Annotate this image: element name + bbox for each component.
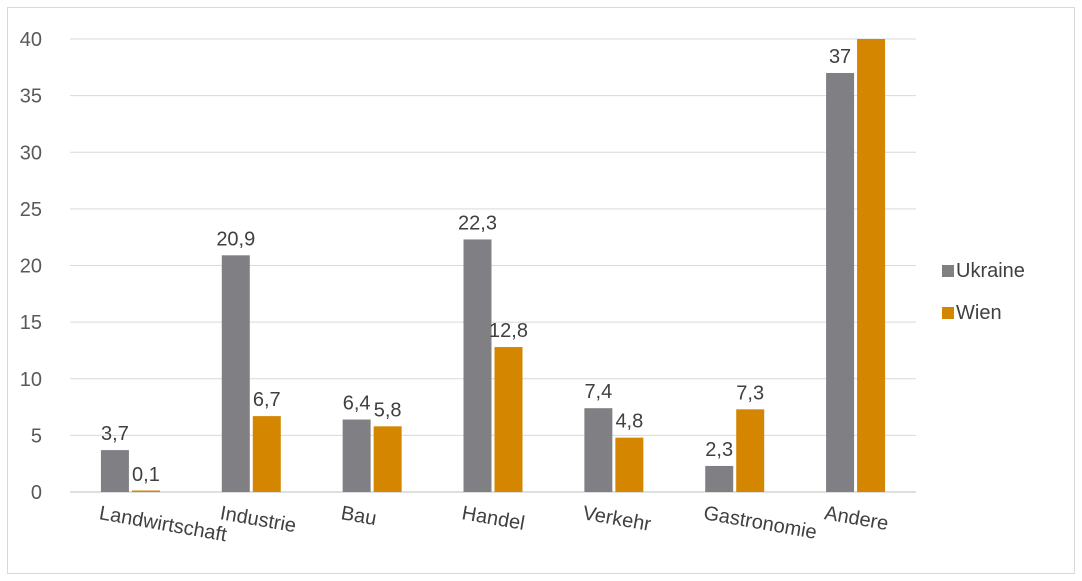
data-label: 7,3 <box>736 382 764 404</box>
gridlines <box>70 38 916 493</box>
bars <box>100 39 886 492</box>
legend-label-wien: Wien <box>956 302 1002 324</box>
x-tick-label-verkehr: Verkehr <box>581 502 653 536</box>
x-tick-label-gastronomie: Gastronomie <box>702 502 819 544</box>
bar-ukraine-gastronomie <box>705 465 734 492</box>
legend-swatch-ukraine <box>942 265 954 277</box>
y-tick-label: 0 <box>31 482 42 504</box>
y-tick-label: 10 <box>20 369 42 391</box>
legend: Ukraine Wien <box>942 260 1025 324</box>
x-tick-label-industrie: Industrie <box>218 502 297 537</box>
data-label: 0,1 <box>132 464 160 486</box>
data-label: 7,4 <box>584 381 612 403</box>
bar-wien-gastronomie <box>736 409 765 492</box>
x-tick-label-handel: Handel <box>460 502 526 535</box>
data-label: 6,7 <box>253 389 281 411</box>
x-tick-label-bau: Bau <box>339 502 378 530</box>
bar-ukraine-verkehr <box>584 408 613 492</box>
data-label: 6,4 <box>343 393 371 415</box>
y-tick-label: 15 <box>20 312 42 334</box>
legend-swatch-wien <box>942 307 954 319</box>
legend-label-ukraine: Ukraine <box>956 260 1025 282</box>
bar-ukraine-bau <box>342 419 371 492</box>
y-tick-label: 25 <box>20 199 42 221</box>
y-tick-label: 40 <box>20 29 42 51</box>
data-label: 20,9 <box>216 228 255 250</box>
y-axis-ticks: 0 5 10 15 20 25 30 35 40 <box>20 29 42 504</box>
data-labels: 3,70,1 20,9 6,7 6,4 5,8 22,3 12,8 7,44,8 2,3 7,3 3… <box>101 46 851 486</box>
data-label: 3,7 <box>101 423 129 445</box>
data-label: 2,3 <box>705 439 733 461</box>
data-label: 5,8 <box>374 399 402 421</box>
y-tick-label: 30 <box>20 142 42 164</box>
bar-wien-verkehr <box>615 437 644 492</box>
y-tick-label: 20 <box>20 256 42 278</box>
data-label: 12,8 <box>489 320 528 342</box>
bar-wien-industrie <box>252 416 281 492</box>
bar-wien-bau <box>373 426 402 492</box>
data-label: 4,8 <box>615 411 643 433</box>
x-tick-label-andere: Andere <box>823 502 890 535</box>
x-tick-label-landwirtschaft: Landwirtschaft <box>98 502 229 546</box>
bar-ukraine-handel <box>463 239 492 492</box>
bar-ukraine-landwirtschaft <box>100 450 129 492</box>
y-tick-label: 5 <box>31 425 42 447</box>
data-label: 37 <box>829 46 851 68</box>
data-label: 22,3 <box>458 212 497 234</box>
bar-wien-landwirtschaft <box>131 490 160 492</box>
bar-wien-andere <box>857 39 886 492</box>
bar-ukraine-andere <box>826 72 855 492</box>
chart-frame <box>7 7 1075 574</box>
bar-wien-handel <box>494 347 523 492</box>
bar-ukraine-industrie <box>221 255 250 492</box>
y-tick-label: 35 <box>20 86 42 108</box>
